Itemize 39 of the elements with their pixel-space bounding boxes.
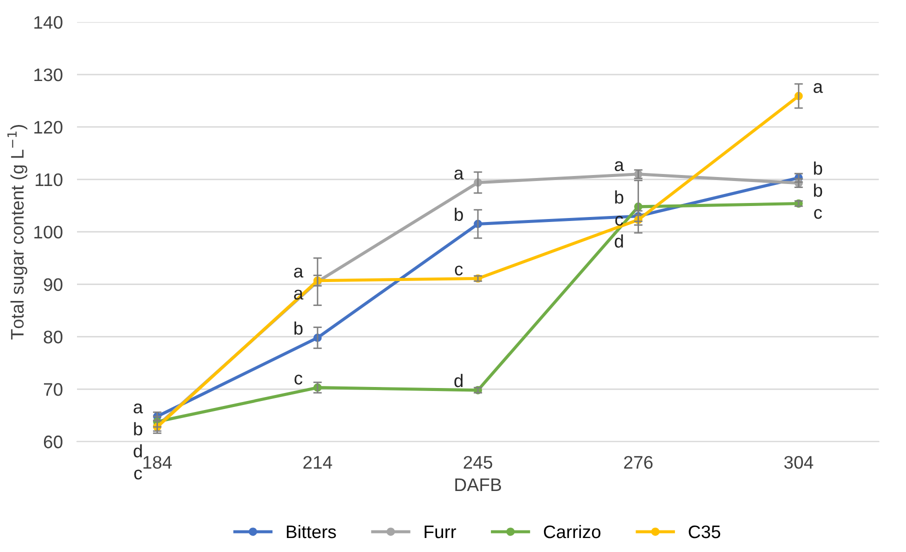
y-tick-label: 120: [34, 120, 62, 134]
data-label: b: [814, 184, 822, 197]
data-label: c: [814, 208, 822, 219]
data-label: b: [615, 190, 624, 204]
x-tick-label: 214: [303, 456, 332, 469]
data-label: a: [294, 268, 304, 278]
legend-label: Carrizo: [544, 524, 600, 538]
legend-label: C35: [688, 525, 720, 538]
data-label: b: [134, 422, 142, 436]
x-tick-label: 245: [464, 456, 492, 469]
data-label: d: [614, 234, 623, 248]
y-tick-label: 110: [36, 173, 62, 186]
data-label: a: [454, 170, 464, 180]
data-label: b: [814, 162, 822, 175]
y-tick-label: 70: [44, 383, 62, 396]
x-tick-label: 184: [144, 456, 172, 469]
data-label: c: [294, 374, 302, 385]
x-axis-title: DAFB: [455, 478, 502, 491]
y-tick-label: 90: [44, 278, 62, 291]
x-tick-label: 276: [624, 456, 653, 469]
y-tick-label: 140: [34, 16, 62, 29]
x-tick-label: 304: [784, 456, 814, 469]
data-label: b: [454, 208, 463, 221]
data-label: a: [614, 161, 624, 172]
y-tick-label: 130: [34, 68, 62, 82]
legend-label: Furr: [424, 526, 456, 538]
y-tick-label: 60: [44, 436, 62, 448]
data-label: a: [134, 404, 143, 414]
legend-label: Bitters: [286, 524, 336, 538]
y-tick-label: 100: [34, 226, 62, 239]
data-label: a: [814, 83, 823, 93]
data-label: b: [294, 321, 303, 335]
data-label: d: [454, 374, 463, 388]
data-label: c: [615, 216, 624, 226]
data-label: d: [134, 444, 142, 458]
data-label: c: [134, 470, 142, 480]
y-axis-title: Total sugar content (g L$^{−1}$): [7, 125, 28, 340]
y-tick-label: 80: [44, 330, 62, 344]
data-label: c: [454, 266, 463, 276]
